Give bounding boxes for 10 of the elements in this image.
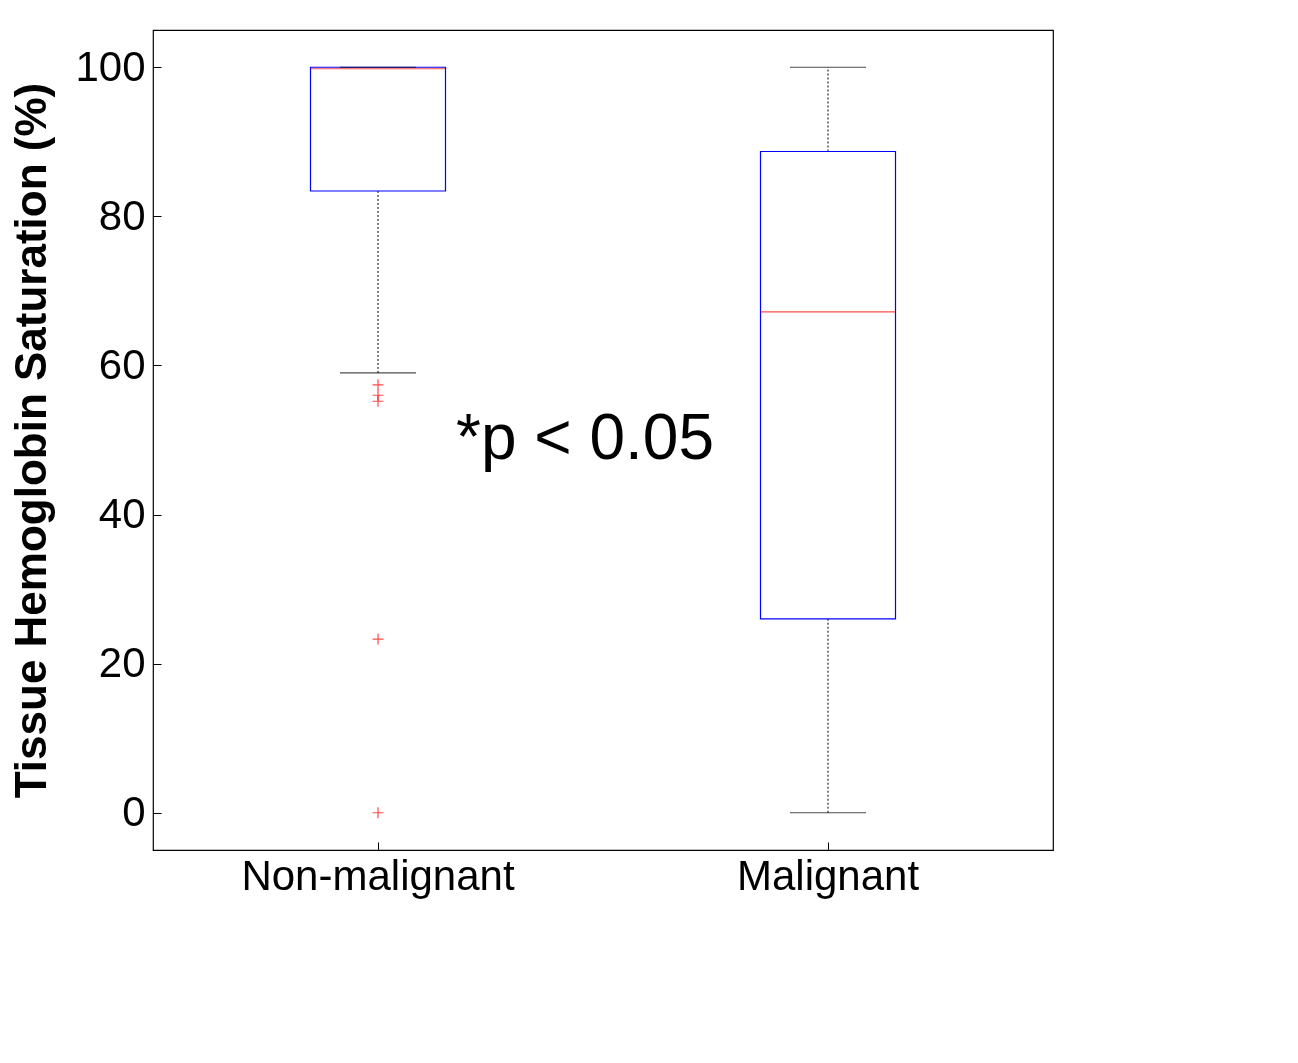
y-axis-title: Tissue Hemoglobin Saturation (%) [6,82,56,799]
x-tick-label: Malignant [736,851,920,899]
annotation: *p < 0.05 [456,401,714,473]
y-tick-label: 20 [98,639,146,687]
y-tick-label: 0 [122,788,146,836]
y-tick-label: 40 [98,490,146,538]
y-tick-label: 80 [98,191,146,239]
x-tick-label: Non-malignant [241,851,515,899]
y-tick-label: 60 [98,340,146,388]
y-tick-label: 100 [75,42,146,90]
